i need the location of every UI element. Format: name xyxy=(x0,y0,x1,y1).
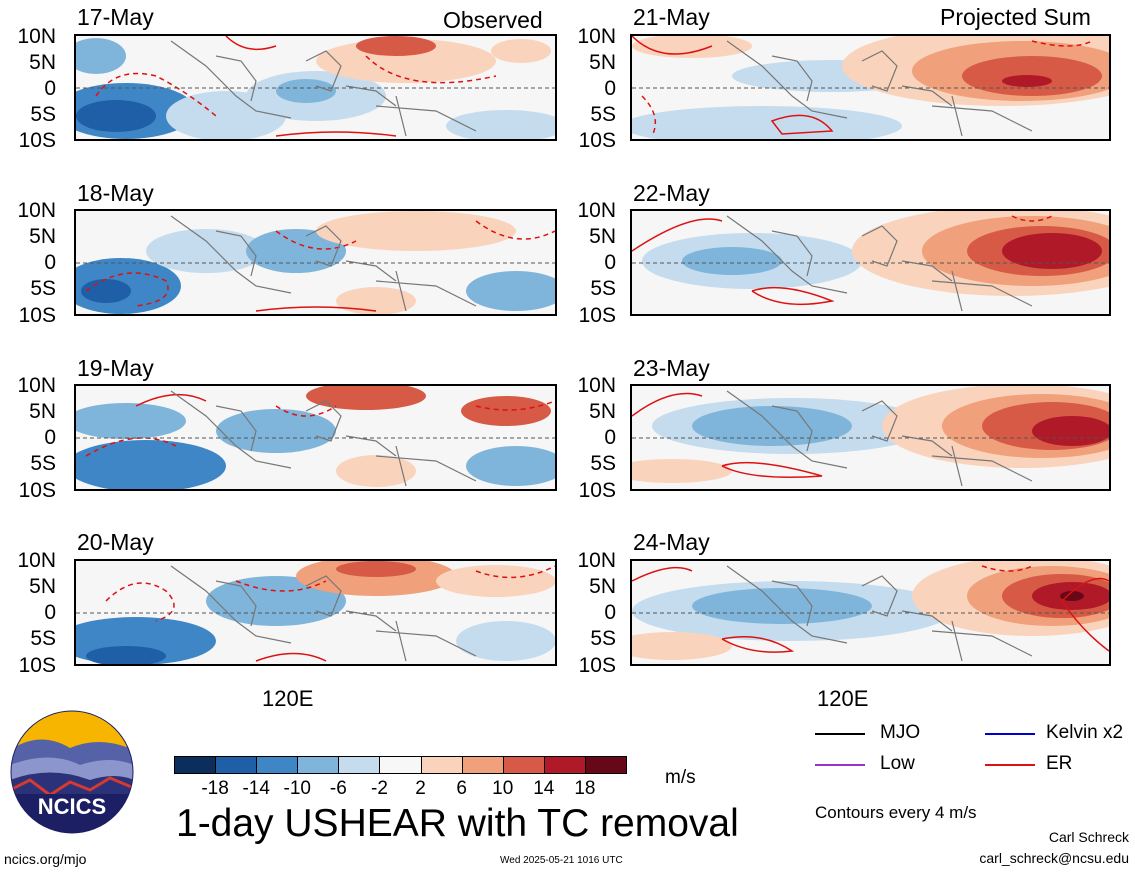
footer-timestamp: Wed 2025-05-21 1016 UTC xyxy=(500,855,623,866)
footer-email: carl_schreck@ncsu.edu xyxy=(979,850,1129,866)
lat-label-5s: 5S xyxy=(590,627,616,650)
projected-map-panel-2 xyxy=(630,209,1111,316)
lat-label-5n: 5N xyxy=(29,51,56,74)
colorbar-swatch xyxy=(338,756,381,774)
colorbar-swatch xyxy=(297,756,340,774)
colorbar-tick-label: 10 xyxy=(492,778,514,799)
lat-label-0: 0 xyxy=(44,77,56,100)
date-label-projected-1: 21-May xyxy=(633,4,710,30)
lat-label-10s: 10S xyxy=(18,479,56,502)
lat-label-10n: 10N xyxy=(17,374,56,397)
projected-header: Projected Sum xyxy=(940,4,1091,30)
legend-er: ER xyxy=(1046,753,1073,774)
lat-label-10s: 10S xyxy=(578,129,616,152)
mjo-line xyxy=(815,733,865,735)
colorbar-tick-label: -2 xyxy=(371,778,388,799)
lat-label-0: 0 xyxy=(604,601,616,624)
colorbar-tick-label: 14 xyxy=(533,778,555,799)
observed-map-panel-1 xyxy=(74,34,557,141)
legend-kelvin: Kelvin x2 xyxy=(1046,722,1124,743)
footer-url: ncics.org/mjo xyxy=(4,851,87,867)
date-label-observed-1: 17-May xyxy=(77,4,154,30)
date-label-observed-2: 18-May xyxy=(77,180,154,206)
colorbar-tick-label: -18 xyxy=(201,778,229,799)
lat-label-10n: 10N xyxy=(17,25,56,48)
lat-label-5s: 5S xyxy=(30,103,56,126)
lat-label-10s: 10S xyxy=(578,654,616,677)
lat-label-5s: 5S xyxy=(590,277,616,300)
colorbar-tick-label: 2 xyxy=(415,778,426,799)
lat-label-10n: 10N xyxy=(577,549,616,572)
colorbar-swatch xyxy=(584,756,627,774)
colorbar-tick-label: -10 xyxy=(283,778,311,799)
lat-label-10s: 10S xyxy=(18,129,56,152)
observed-header: Observed xyxy=(443,7,543,33)
lat-label-10s: 10S xyxy=(18,654,56,677)
colorbar xyxy=(174,756,627,774)
lat-label-10n: 10N xyxy=(577,25,616,48)
colorbar-tick-label: 6 xyxy=(456,778,467,799)
colorbar-tick-label: -14 xyxy=(242,778,270,799)
colorbar-swatch xyxy=(420,756,463,774)
lat-label-5s: 5S xyxy=(30,277,56,300)
units-label: m/s xyxy=(665,767,696,788)
lat-label-10n: 10N xyxy=(17,199,56,222)
lat-label-0: 0 xyxy=(44,426,56,449)
lat-label-5n: 5N xyxy=(589,575,616,598)
lat-label-5n: 5N xyxy=(29,575,56,598)
colorbar-swatch xyxy=(461,756,504,774)
lat-label-5n: 5N xyxy=(589,400,616,423)
lat-label-0: 0 xyxy=(604,426,616,449)
lat-label-10n: 10N xyxy=(577,199,616,222)
legend-low: Low xyxy=(880,753,915,774)
colorbar-swatch xyxy=(379,756,422,774)
lat-label-10n: 10N xyxy=(577,374,616,397)
lat-label-0: 0 xyxy=(604,251,616,274)
date-label-projected-3: 23-May xyxy=(633,355,710,381)
lat-label-0: 0 xyxy=(44,251,56,274)
ncics-logo: NCICS xyxy=(10,710,134,834)
colorbar-swatch xyxy=(215,756,258,774)
lat-label-5s: 5S xyxy=(30,452,56,475)
legend-mjo: MJO xyxy=(880,722,921,743)
colorbar-swatch xyxy=(543,756,586,774)
contour-note: Contours every 4 m/s xyxy=(815,803,977,822)
observed-map-panel-4 xyxy=(74,559,557,666)
lat-label-10s: 10S xyxy=(18,304,56,327)
lat-label-5n: 5N xyxy=(589,225,616,248)
lat-label-5s: 5S xyxy=(30,627,56,650)
projected-map-panel-1 xyxy=(630,34,1111,141)
kelvin-line xyxy=(985,733,1035,735)
colorbar-tick-label: 18 xyxy=(574,778,596,799)
colorbar-swatch xyxy=(174,756,217,774)
date-label-projected-4: 24-May xyxy=(633,529,710,555)
date-label-observed-4: 20-May xyxy=(77,529,154,555)
date-label-projected-2: 22-May xyxy=(633,180,710,206)
lat-label-5n: 5N xyxy=(589,51,616,74)
lat-label-5n: 5N xyxy=(29,225,56,248)
colorbar-swatch xyxy=(256,756,299,774)
lat-label-10s: 10S xyxy=(578,304,616,327)
projected-map-panel-4 xyxy=(630,559,1111,666)
observed-map-panel-2 xyxy=(74,209,557,316)
er-line xyxy=(985,764,1035,766)
lat-label-10s: 10S xyxy=(578,479,616,502)
colorbar-tick-label: -6 xyxy=(329,778,347,799)
lon-label-left: 120E xyxy=(262,686,314,711)
observed-map-panel-3 xyxy=(74,384,557,491)
lon-label-right: 120E xyxy=(817,686,869,711)
lat-label-0: 0 xyxy=(44,601,56,624)
lat-label-5s: 5S xyxy=(590,452,616,475)
date-label-observed-3: 19-May xyxy=(77,355,154,381)
lat-label-5s: 5S xyxy=(590,103,616,126)
colorbar-swatch xyxy=(502,756,545,774)
lat-label-5n: 5N xyxy=(29,400,56,423)
figure-title: 1-day USHEAR with TC removal xyxy=(176,802,739,845)
low-line xyxy=(815,764,865,766)
projected-map-panel-3 xyxy=(630,384,1111,491)
lat-label-10n: 10N xyxy=(17,549,56,572)
logo-text: NCICS xyxy=(38,794,106,819)
footer-author: Carl Schreck xyxy=(1048,829,1129,845)
lat-label-0: 0 xyxy=(604,77,616,100)
